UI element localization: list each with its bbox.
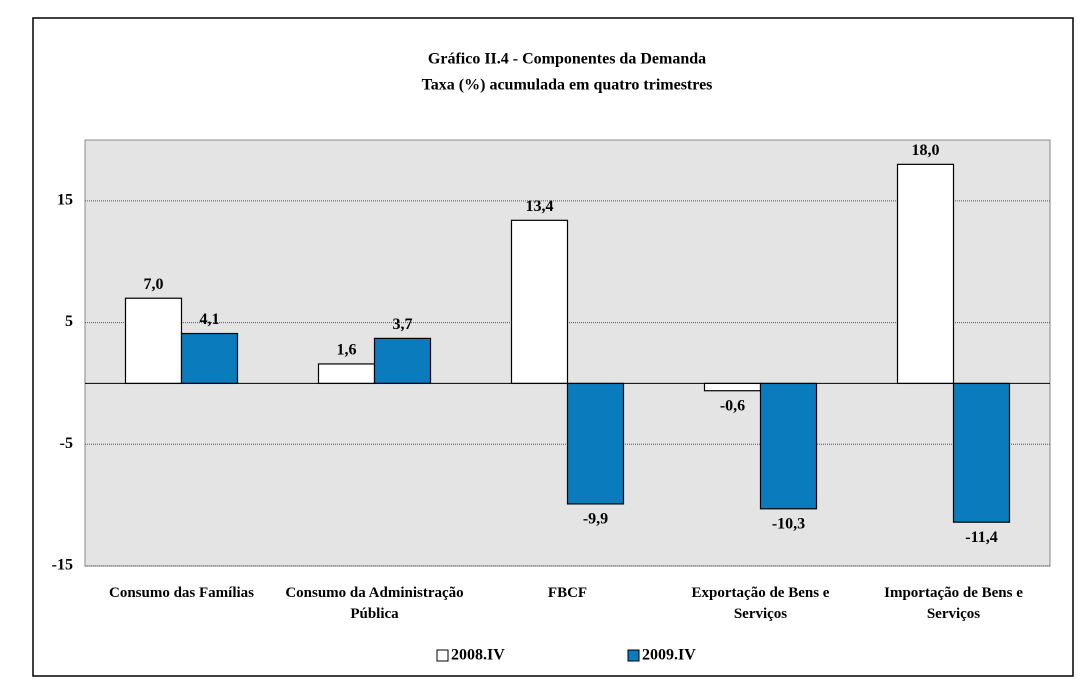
bar xyxy=(759,382,818,510)
data-label: -0,6 xyxy=(720,397,745,414)
x-tick-label: Importação de Bens e Serviços xyxy=(884,585,1023,622)
x-tick-label: FBCF xyxy=(547,585,588,601)
x-tick-label: Exportação de Bens e Serviços xyxy=(691,585,830,622)
y-tick-label: -5 xyxy=(60,435,73,452)
data-label: 13,4 xyxy=(526,198,554,215)
data-label: -10,3 xyxy=(772,515,805,532)
chart-subtitle: Taxa (%) acumulada em quatro trimestres xyxy=(422,77,713,94)
bar xyxy=(703,382,762,392)
data-label: 3,7 xyxy=(393,316,413,333)
x-tick-label: Consumo da Administração Pública xyxy=(285,585,464,622)
legend-label: 2008.IV xyxy=(451,647,505,664)
data-label: -11,4 xyxy=(965,529,997,546)
bar xyxy=(317,363,376,385)
data-label: 18,0 xyxy=(912,142,940,159)
y-tick-label: 15 xyxy=(57,192,73,209)
bar xyxy=(566,382,625,505)
y-tick-label: -15 xyxy=(52,557,73,574)
bar xyxy=(180,332,239,385)
x-tick-label: Consumo das Famílias xyxy=(108,585,255,601)
bar xyxy=(373,337,432,385)
data-label: 1,6 xyxy=(337,342,357,359)
bar xyxy=(896,163,955,385)
data-label: 7,0 xyxy=(144,276,164,293)
bar xyxy=(510,219,569,385)
data-label: -9,9 xyxy=(583,511,608,528)
y-tick-label: 5 xyxy=(65,313,73,330)
legend-swatch xyxy=(436,649,449,662)
data-label: 4,1 xyxy=(200,311,220,328)
bar xyxy=(124,297,183,385)
bar xyxy=(952,382,1011,523)
legend-swatch xyxy=(627,649,640,662)
chart-title: Gráfico II.4 - Componentes da Demanda xyxy=(428,51,706,68)
legend-label: 2009.IV xyxy=(642,647,696,664)
